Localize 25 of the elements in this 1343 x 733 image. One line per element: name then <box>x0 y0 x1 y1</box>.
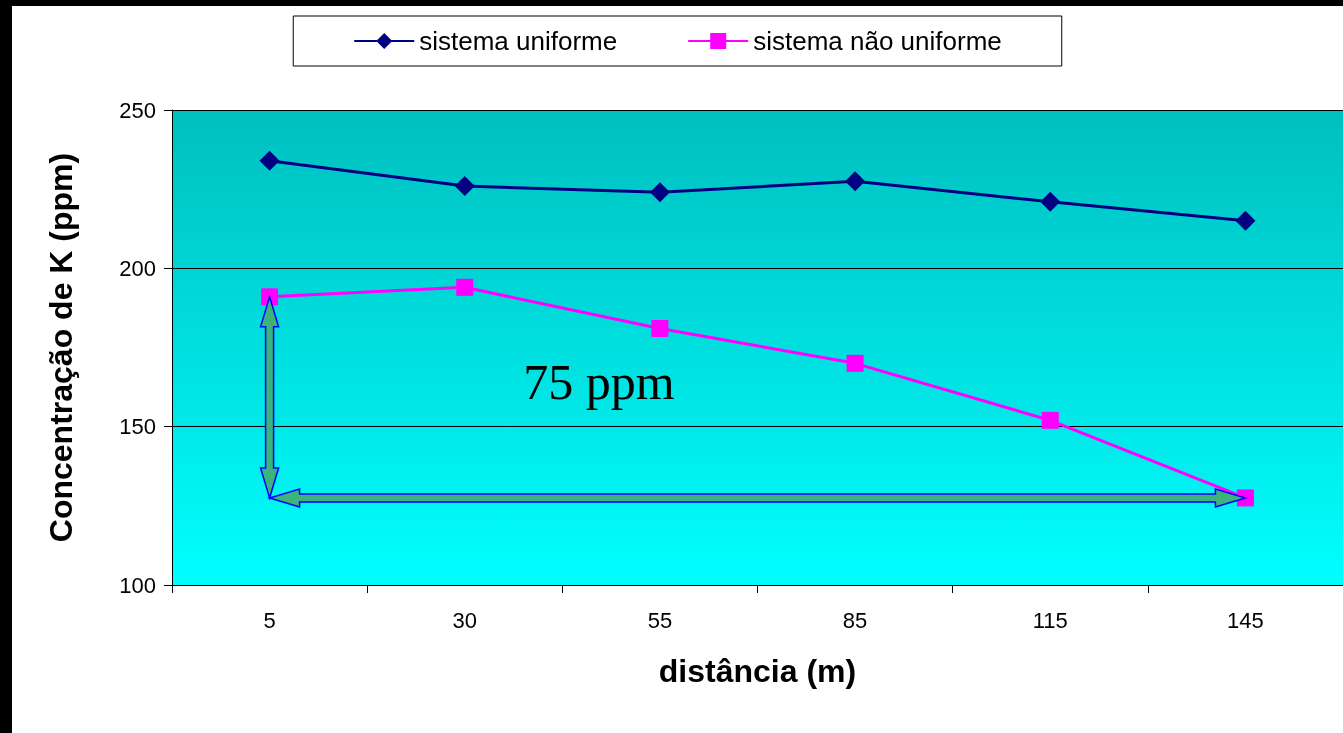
x-tick-label: 30 <box>452 607 477 633</box>
point <box>845 171 866 192</box>
annotation: 75 ppm <box>523 354 675 410</box>
point <box>454 176 475 196</box>
point <box>651 320 669 337</box>
point <box>1040 191 1061 212</box>
legend-label: sistema uniforme <box>419 26 618 56</box>
y-tick-label: 250 <box>119 97 156 123</box>
x-tick-label: 5 <box>263 607 276 633</box>
point <box>259 150 280 171</box>
point <box>649 182 670 203</box>
point <box>1235 210 1256 231</box>
y-tick-label: 200 <box>119 255 156 281</box>
x-tick-label: 55 <box>647 607 673 633</box>
x-tick-label: 145 <box>1227 607 1264 633</box>
y-axis-title: Concentração de K (ppm) <box>43 152 79 543</box>
y-tick-label: 150 <box>119 414 156 440</box>
point <box>846 354 864 372</box>
x-axis-title: distância (m) <box>658 653 857 689</box>
legend-label: sistema não uniforme <box>753 26 1002 56</box>
point <box>456 278 474 296</box>
x-tick-label: 115 <box>1032 607 1068 633</box>
x-tick-label: 85 <box>842 607 868 633</box>
point <box>1041 411 1059 429</box>
y-tick-label: 100 <box>119 572 156 598</box>
